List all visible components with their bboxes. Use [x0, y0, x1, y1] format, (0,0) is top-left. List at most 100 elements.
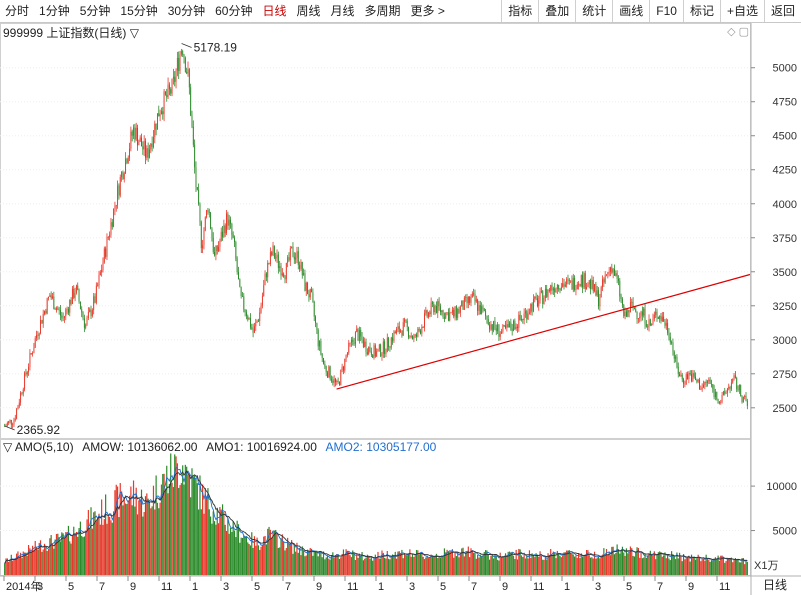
- candle-body: [69, 299, 71, 313]
- tool-button-5[interactable]: 标记: [682, 0, 720, 22]
- candle-body: [462, 300, 464, 310]
- candle-body: [730, 382, 732, 390]
- candle-body: [56, 308, 57, 310]
- price-annotations: 5178.19 2365.92: [4, 40, 237, 437]
- volume-bar: [720, 555, 722, 575]
- tab-6[interactable]: 日线: [262, 4, 287, 18]
- volume-bar: [281, 534, 283, 575]
- tab-2[interactable]: 5分钟: [79, 4, 111, 18]
- candle-body: [117, 185, 119, 205]
- volume-bar: [318, 551, 321, 575]
- volume-bar: [570, 553, 572, 575]
- volume-bar: [248, 543, 250, 575]
- chart-window-icons[interactable]: ◇ ▢: [727, 26, 749, 38]
- trendline-segment[interactable]: [336, 273, 751, 390]
- indicator-name[interactable]: ▽ AMO(5,10): [3, 440, 74, 454]
- tab-1[interactable]: 1分钟: [39, 4, 70, 18]
- candle-body: [61, 315, 63, 318]
- volume-bar: [580, 553, 582, 575]
- candle-body: [614, 269, 615, 276]
- candle-body: [370, 351, 372, 355]
- candle-body: [463, 297, 465, 310]
- candle-body: [264, 273, 266, 286]
- candle-body: [540, 290, 542, 293]
- candle-body: [315, 316, 317, 324]
- tool-button-3[interactable]: 画线: [612, 0, 649, 22]
- tool-button-4[interactable]: F10: [649, 0, 683, 22]
- volume-bar: [612, 546, 614, 575]
- candle-body: [313, 301, 315, 317]
- candle-body: [109, 234, 111, 238]
- candle-body: [154, 123, 156, 137]
- candle-body: [156, 113, 158, 130]
- candle-body: [556, 284, 558, 290]
- candle-body: [341, 366, 343, 370]
- candle-body: [611, 267, 613, 273]
- volume-bar: [131, 505, 133, 575]
- volume-bar: [130, 486, 132, 575]
- volume-bar: [158, 508, 160, 575]
- tab-8[interactable]: 月线: [330, 4, 355, 18]
- candle-body: [219, 241, 221, 247]
- volume-bar: [224, 524, 226, 575]
- low-annotation: 2365.92: [17, 423, 61, 437]
- candle-body: [722, 391, 724, 396]
- volume-bar: [22, 551, 24, 575]
- volume-bar: [300, 555, 302, 575]
- candle-body: [50, 295, 52, 299]
- candle-body: [429, 312, 431, 315]
- volume-bar: [49, 538, 51, 575]
- volume-bar: [94, 511, 96, 575]
- candle-body: [235, 242, 237, 259]
- chart-canvas[interactable]: 2500 2750 3000 3250 3500 3750 4000 4250 4500 4750…: [0, 23, 801, 595]
- candle-body: [256, 320, 258, 323]
- tool-button-7[interactable]: 返回: [763, 0, 801, 22]
- tool-button-6[interactable]: +自选: [719, 0, 764, 22]
- candle-body: [707, 381, 708, 383]
- candle-body: [733, 375, 735, 379]
- candle-body: [709, 379, 711, 384]
- trendline[interactable]: [336, 273, 751, 390]
- tab-3[interactable]: 15分钟: [120, 4, 158, 18]
- candle-body: [222, 231, 224, 237]
- tab-7[interactable]: 周线: [296, 4, 321, 18]
- tab-0[interactable]: 分时: [5, 4, 30, 18]
- volume-bar: [146, 493, 148, 575]
- candle-body: [114, 206, 116, 209]
- volume-bar: [676, 552, 678, 575]
- tool-button-1[interactable]: 叠加: [538, 0, 575, 22]
- volume-bar: [180, 483, 182, 575]
- candle-body: [78, 289, 80, 302]
- tab-10[interactable]: 更多 >: [410, 4, 445, 18]
- volume-bar: [126, 504, 128, 575]
- volume-bar: [352, 550, 354, 575]
- tool-button-0[interactable]: 指标: [501, 0, 538, 22]
- volume-bar: [718, 560, 721, 575]
- volume-bar: [320, 550, 322, 575]
- volume-bar: [716, 558, 718, 575]
- tab-9[interactable]: 多周期: [364, 4, 401, 18]
- tab-5[interactable]: 60分钟: [215, 4, 253, 18]
- candle-body: [212, 237, 214, 252]
- candle-body: [695, 376, 696, 380]
- volume-bar: [269, 529, 271, 575]
- candle-body: [257, 320, 259, 322]
- candle-body: [6, 422, 8, 426]
- volume-bar: [87, 509, 89, 575]
- volume-bar: [528, 550, 531, 575]
- tab-4[interactable]: 30分钟: [167, 4, 206, 18]
- candle-body: [507, 324, 509, 328]
- low-annotation-pointer: [4, 425, 15, 431]
- candle-body: [583, 273, 585, 288]
- candle-body: [224, 225, 226, 234]
- candle-body: [295, 257, 297, 260]
- candle-body: [376, 351, 378, 357]
- candle-body: [378, 344, 380, 349]
- volume-bar: [473, 552, 475, 575]
- volume-bar: [547, 553, 549, 575]
- volume-bar: [576, 557, 578, 575]
- tool-button-2[interactable]: 统计: [575, 0, 612, 22]
- volume-bar: [345, 549, 347, 575]
- volume-bar: [259, 549, 261, 575]
- price-tick-label: 5000: [773, 63, 797, 75]
